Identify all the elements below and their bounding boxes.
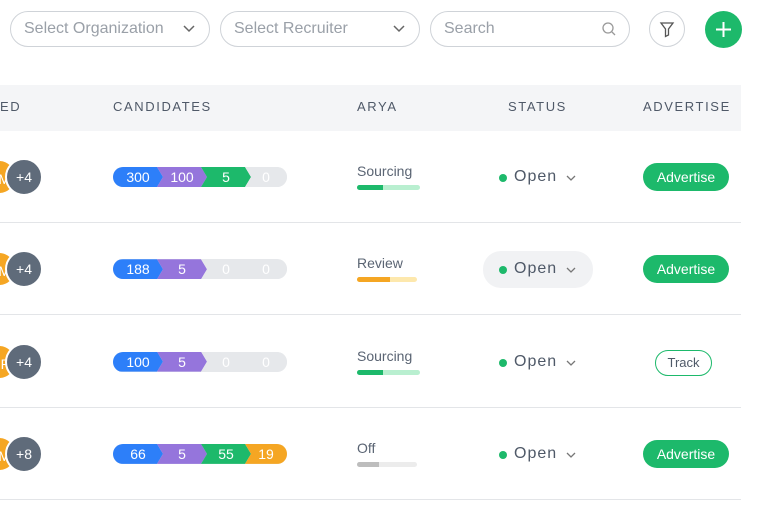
column-header: ADVERTISE xyxy=(643,99,731,114)
pipeline-stage: 188 xyxy=(113,259,163,279)
pipeline-stage: 0 xyxy=(201,352,251,372)
chevron-icon xyxy=(566,175,576,181)
pipeline-stage: 0 xyxy=(245,351,287,372)
status-label: Open xyxy=(514,444,558,462)
arya-status: Sourcing xyxy=(357,347,413,364)
placeholder: Select Recruiter xyxy=(234,20,348,37)
advertise-button[interactable]: Advertise xyxy=(643,163,729,191)
candidate-pipeline: 188 5 0 0 xyxy=(113,259,287,280)
arya-progress-fill xyxy=(357,185,383,190)
pipeline-stage: 5 xyxy=(157,259,207,279)
arya-progress xyxy=(357,461,417,467)
filter-button[interactable] xyxy=(649,11,685,47)
chevron-icon xyxy=(393,25,405,33)
pipeline-stage: 100 xyxy=(157,167,207,187)
search-icon xyxy=(602,22,616,36)
chevron-icon xyxy=(566,267,576,274)
chevron-icon xyxy=(566,360,576,366)
arya-status: Review xyxy=(357,255,403,272)
more-avatars: +4 xyxy=(5,158,43,196)
row-divider xyxy=(0,406,741,408)
track-button[interactable]: Track xyxy=(655,349,712,376)
more-avatars: +4 xyxy=(5,342,43,381)
row-divider xyxy=(0,498,741,500)
status-dot xyxy=(499,266,507,275)
pipeline-stage: 5 xyxy=(201,167,251,187)
pipeline-stage: 66 xyxy=(113,444,163,464)
status-dropdown[interactable]: Open xyxy=(483,159,593,196)
arya-progress xyxy=(357,277,417,283)
advertise-button[interactable]: Advertise xyxy=(643,255,729,284)
pipeline-stage: 5 xyxy=(157,444,207,464)
row-divider xyxy=(0,314,741,316)
pipeline-stage: 0 xyxy=(245,259,287,280)
arya-status: Sourcing xyxy=(357,163,413,179)
pipeline-stage: 0 xyxy=(201,259,251,279)
filter-icon xyxy=(659,22,675,38)
status-dot xyxy=(499,450,507,459)
more-avatars: +8 xyxy=(5,434,43,473)
arya-status: Off xyxy=(357,439,376,456)
arya-progress-fill xyxy=(357,461,379,467)
arya-progress xyxy=(357,369,420,375)
pipeline-stage: 300 xyxy=(113,167,163,187)
status-dot xyxy=(499,358,507,367)
status-label: Open xyxy=(514,352,558,370)
chevron-icon xyxy=(566,452,576,458)
recruiter-select[interactable]: Select Recruiter xyxy=(220,11,420,47)
status-dropdown[interactable]: Open xyxy=(483,436,593,473)
add-button[interactable] xyxy=(705,11,742,48)
row-divider xyxy=(0,222,741,223)
organization-select[interactable]: Select Organization xyxy=(10,11,210,47)
placeholder: Select Organization xyxy=(24,20,164,37)
column-header: STATUS xyxy=(508,99,567,114)
column-header: ED xyxy=(0,99,22,114)
more-avatars: +4 xyxy=(5,250,43,289)
pipeline-stage: 55 xyxy=(201,444,251,464)
arya-progress-fill xyxy=(357,277,390,283)
pipeline-stage: 5 xyxy=(157,352,207,372)
candidate-pipeline: 100 5 0 0 xyxy=(113,351,287,372)
status-dot xyxy=(499,174,507,182)
placeholder: Search xyxy=(444,20,495,37)
chevron-icon xyxy=(183,25,195,33)
arya-progress-fill xyxy=(357,369,383,375)
plus-icon xyxy=(716,22,731,37)
status-dropdown[interactable]: Open xyxy=(483,344,593,381)
status-label: Open xyxy=(514,168,558,185)
search-input[interactable]: Search xyxy=(430,11,630,47)
column-header: ARYA xyxy=(357,99,398,114)
candidate-pipeline: 300 100 5 0 xyxy=(113,167,287,187)
status-label: Open xyxy=(514,260,558,278)
advertise-button[interactable]: Advertise xyxy=(643,439,729,468)
table-header xyxy=(0,85,741,131)
candidate-pipeline: 66 5 55 19 xyxy=(113,443,287,464)
pipeline-stage: 19 xyxy=(245,443,287,464)
pipeline-stage: 100 xyxy=(113,352,163,372)
column-header: CANDIDATES xyxy=(113,99,212,114)
status-dropdown[interactable]: Open xyxy=(483,251,593,289)
pipeline-stage: 0 xyxy=(245,167,287,187)
arya-progress xyxy=(357,185,420,190)
